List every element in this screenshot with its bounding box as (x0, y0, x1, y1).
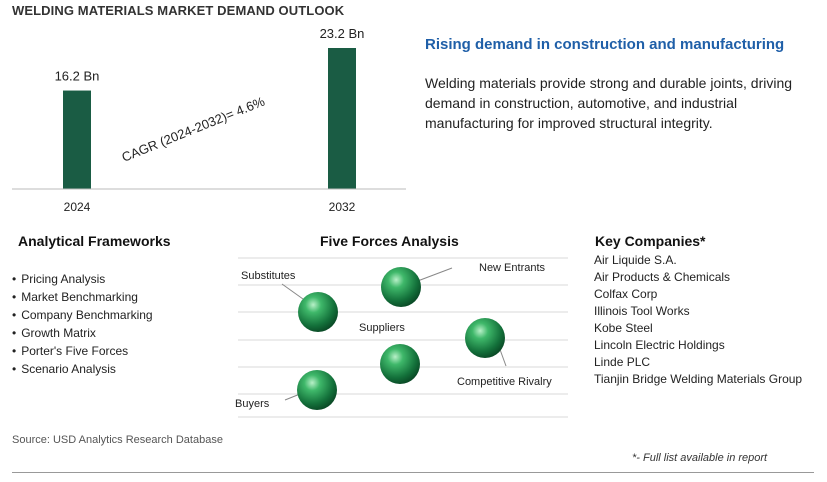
list-item: Growth Matrix (12, 324, 153, 342)
five-forces-diagram: Substitutes New Entrants Suppliers Compe… (235, 257, 568, 418)
headline: Rising demand in construction and manufa… (425, 36, 785, 53)
list-item: Colfax Corp (594, 287, 658, 301)
divider (12, 472, 814, 473)
value-label: 23.2 Bn (320, 26, 365, 41)
bar-2024 (63, 90, 91, 189)
description: Welding materials provide strong and dur… (425, 75, 793, 131)
connector-new-entrants (414, 267, 453, 283)
source-note: Source: USD Analytics Research Database (12, 434, 223, 446)
label-rivalry: Competitive Rivalry (457, 376, 552, 388)
force-sphere-new-entrants (381, 267, 421, 307)
footnote: *- Full list available in report (632, 452, 768, 464)
label-substitutes: Substitutes (241, 270, 296, 282)
list-item: Market Benchmarking (12, 288, 153, 306)
category-label: 2024 (64, 200, 91, 214)
value-label: 16.2 Bn (55, 69, 100, 84)
list-item: Company Benchmarking (12, 306, 152, 324)
five-forces-title: Five Forces Analysis (320, 233, 459, 249)
force-sphere-suppliers (380, 344, 420, 384)
label-buyers: Buyers (235, 398, 270, 410)
label-new-entrants: New Entrants (479, 262, 546, 274)
frameworks-list: Pricing Analysis Market Benchmarking Com… (12, 270, 153, 378)
force-sphere-rivalry (465, 318, 505, 358)
list-item: Air Products & Chemicals (594, 270, 731, 284)
list-item: Pricing Analysis (12, 270, 153, 288)
list-item: Porter's Five Forces (12, 342, 153, 360)
companies-title: Key Companies* (595, 233, 706, 249)
bar-2032 (328, 48, 356, 189)
list-item: Illinois Tool Works (594, 304, 690, 318)
force-sphere-buyers (297, 370, 337, 410)
bar-chart: 16.2 Bn 23.2 Bn 2024 2032 CAGR (2024-2032)… (12, 26, 406, 214)
list-item: Tianjin Bridge Welding Materials Group (594, 372, 803, 386)
list-item: Linde PLC (594, 355, 651, 369)
list-item: Scenario Analysis (12, 360, 153, 378)
frameworks-title: Analytical Frameworks (18, 233, 171, 249)
list-item: Air Liquide S.A. (594, 253, 677, 267)
list-item: Lincoln Electric Holdings (594, 338, 725, 352)
cagr-annotation: CAGR (2024-2032)= 4.6% (120, 93, 268, 164)
page-title: WELDING MATERIALS MARKET DEMAND OUTLOOK (12, 3, 345, 18)
category-label: 2032 (329, 200, 356, 214)
label-suppliers: Suppliers (359, 322, 405, 334)
list-item: Kobe Steel (594, 321, 653, 335)
companies-list: Air Liquide S.A. Air Products & Chemical… (594, 252, 802, 388)
force-sphere-substitutes (298, 292, 338, 332)
